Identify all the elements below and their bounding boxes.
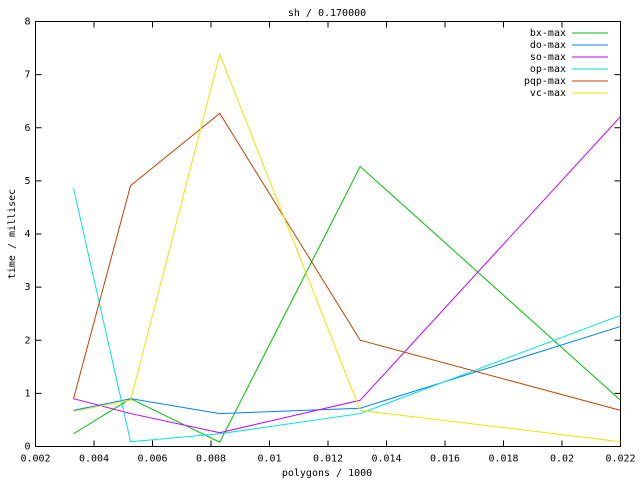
legend-label: pqp-max <box>524 76 566 87</box>
x-tick-label: 0.012 <box>313 454 343 465</box>
y-tick-label: 3 <box>24 282 30 293</box>
x-axis-label: polygons / 1000 <box>282 468 372 479</box>
y-tick-label: 0 <box>24 442 30 453</box>
chart-title: sh / 0.170000 <box>288 8 366 19</box>
legend-label: bx-max <box>530 28 566 39</box>
x-tick-label: 0.008 <box>196 454 226 465</box>
x-tick-label: 0.006 <box>137 454 167 465</box>
y-tick-label: 8 <box>24 17 30 28</box>
series-line <box>73 165 621 443</box>
legend-label: op-max <box>530 64 566 75</box>
series-line <box>73 188 621 443</box>
legend-label: vc-max <box>530 88 566 99</box>
y-axis-label: time / millisec <box>7 189 18 279</box>
x-tick-label: 0.002 <box>20 454 50 465</box>
legend-label: so-max <box>530 52 566 63</box>
x-tick-label: 0.004 <box>79 454 109 465</box>
y-tick-label: 7 <box>24 70 30 81</box>
y-tick-label: 5 <box>24 176 30 187</box>
x-tick-label: 0.01 <box>257 454 281 465</box>
x-tick-label: 0.022 <box>605 454 635 465</box>
x-tick-label: 0.016 <box>430 454 460 465</box>
y-tick-label: 2 <box>24 335 30 346</box>
x-tick-label: 0.018 <box>488 454 518 465</box>
x-tick-label: 0.02 <box>550 454 574 465</box>
y-tick-label: 6 <box>24 123 30 134</box>
series-line <box>73 112 621 411</box>
series-line <box>73 116 621 434</box>
legend-label: do-max <box>530 40 566 51</box>
y-tick-label: 4 <box>24 229 30 240</box>
x-tick-label: 0.014 <box>371 454 401 465</box>
series-line <box>73 52 621 443</box>
y-tick-label: 1 <box>24 388 30 399</box>
